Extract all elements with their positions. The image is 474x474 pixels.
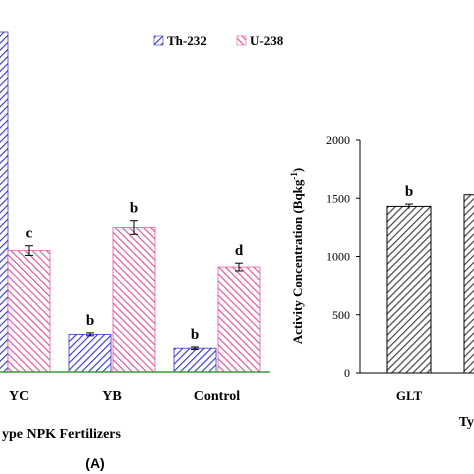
panel-b-y-ticks: 0 500 1000 1500 2000 [326, 133, 360, 380]
y-tick-label-2000: 2000 [326, 133, 350, 147]
bar-th232-control [173, 347, 217, 373]
significance-letter-u238-yb: b [130, 201, 138, 217]
significance-letter-th232-control: b [191, 327, 199, 343]
panel-b-y-axis-label: Activity Concentration (Bqkg-1) [289, 168, 305, 345]
legend-label-u238: U-238 [250, 33, 284, 48]
category-label-yc: YC [9, 389, 29, 404]
panel-b-x-axis-label: Ty [459, 415, 474, 430]
bar-u238-yb [112, 227, 156, 373]
category-label-control: Control [194, 389, 241, 404]
bar-partial-right [463, 194, 474, 374]
category-label-yb: YB [102, 389, 121, 404]
panel-b: 0 500 1000 1500 2000 b GLT Ty Activity Conce… [289, 133, 474, 430]
panel-a-x-axis-label: ype NPK Fertilizers [2, 427, 122, 442]
bar-glt [386, 205, 432, 374]
panel-a-label: (A) [85, 455, 104, 471]
legend-label-th232: Th-232 [167, 33, 207, 48]
panel-a-error-bars [25, 220, 243, 350]
y-tick-label-1000: 1000 [326, 250, 350, 264]
bar-th232-yb [68, 333, 112, 373]
significance-letter-th232-yb: b [86, 313, 94, 329]
significance-letter-u238-control: d [235, 243, 244, 259]
panel-b-bars: b [386, 184, 474, 374]
y-tick-label-500: 500 [332, 308, 350, 322]
y-tick-label-0: 0 [344, 366, 350, 380]
category-label-glt: GLT [396, 388, 423, 403]
legend-swatch-th232 [153, 35, 164, 46]
panel-a-letters: b b c b d [26, 201, 244, 343]
bar-u238-yc [7, 250, 51, 373]
legend: Th-232 U-238 [153, 33, 284, 48]
bar-u238-control [217, 266, 261, 373]
significance-letter-u238-yc: c [26, 226, 33, 242]
y-tick-label-1500: 1500 [326, 191, 350, 205]
significance-letter-glt: b [405, 184, 413, 200]
bar-th232-yc [0, 31, 9, 373]
legend-swatch-u238 [236, 35, 247, 46]
